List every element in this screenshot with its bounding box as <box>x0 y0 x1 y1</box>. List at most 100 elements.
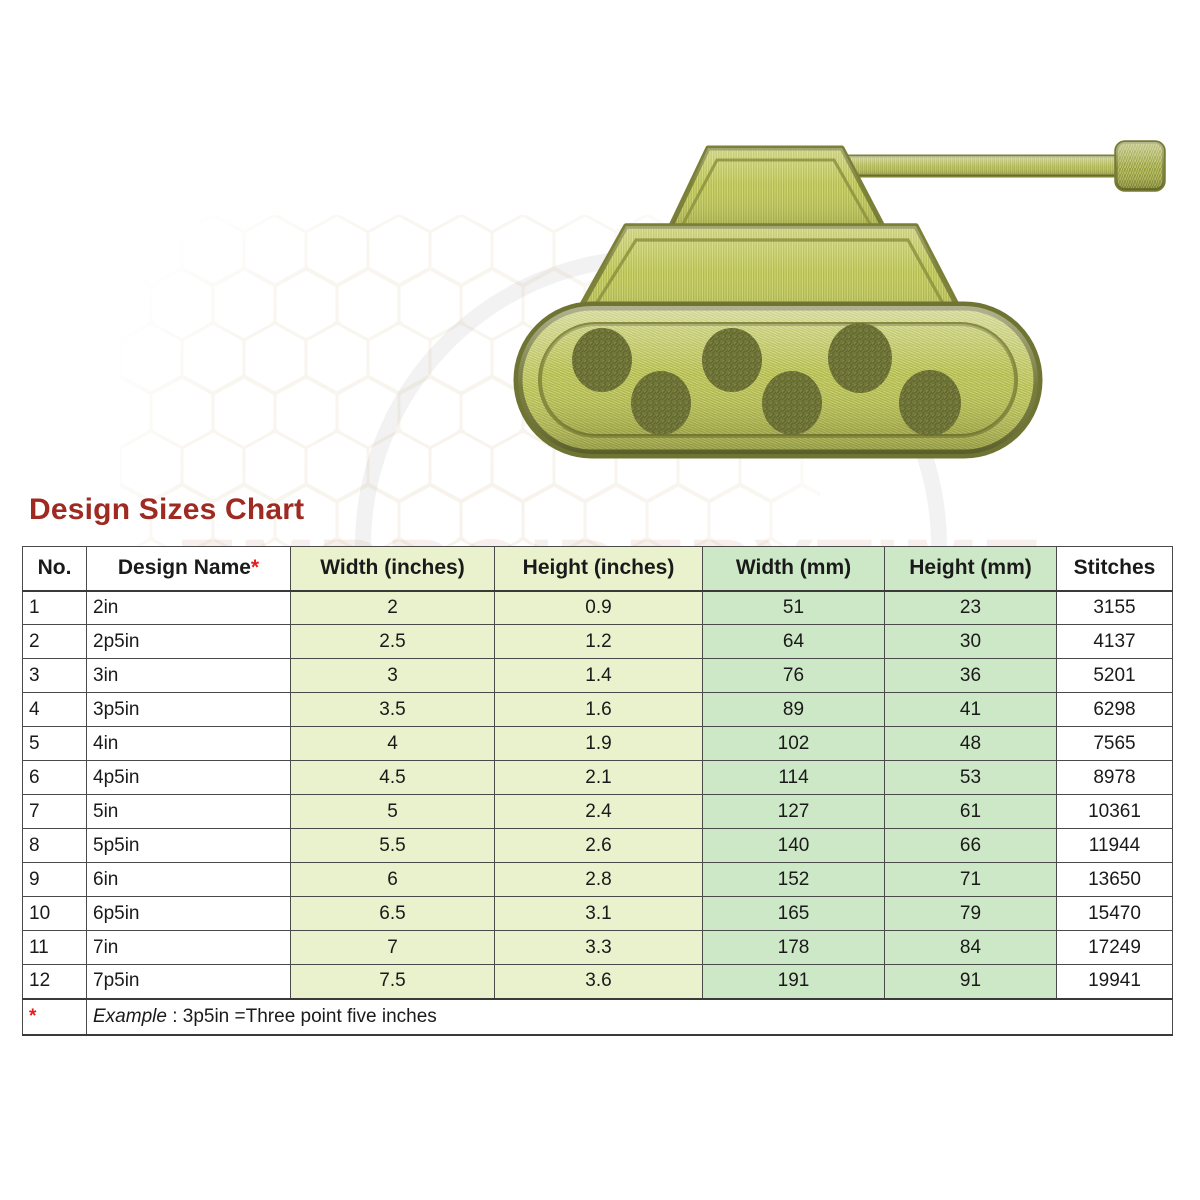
cell-st: 11944 <box>1056 828 1173 863</box>
cell-st: 15470 <box>1056 896 1173 931</box>
cell-no: 3 <box>22 658 87 693</box>
cell-wmm: 191 <box>702 964 885 999</box>
cell-hin: 0.9 <box>494 590 703 625</box>
note-rest: : 3p5in =Three point five inches <box>166 1005 437 1027</box>
cell-st: 17249 <box>1056 930 1173 965</box>
note-text: Example : 3p5in =Three point five inches <box>86 997 1173 1036</box>
cell-name: 2p5in <box>86 624 291 659</box>
table-row: 3 3in 3 1.4 76 36 5201 <box>22 658 1173 693</box>
column-header-width-inches: Width (inches) <box>290 546 495 592</box>
cell-no: 2 <box>22 624 87 659</box>
cell-no: 1 <box>22 590 87 625</box>
cell-no: 6 <box>22 760 87 795</box>
table-row: 7 5in 5 2.4 127 61 10361 <box>22 794 1173 829</box>
cell-wmm: 178 <box>702 930 885 965</box>
cell-st: 3155 <box>1056 590 1173 625</box>
column-header-design-name-text: Design Name <box>117 556 251 580</box>
cell-name: 4in <box>86 726 291 761</box>
cell-hin: 1.9 <box>494 726 703 761</box>
cell-hmm: 41 <box>884 692 1057 727</box>
table-row: 1 2in 2 0.9 51 23 3155 <box>22 590 1173 625</box>
cell-no: 11 <box>22 930 87 965</box>
table-body: 1 2in 2 0.9 51 23 3155 2 2p5in 2.5 1.2 64 30 4137 3 3in… <box>22 590 1173 999</box>
cell-st: 4137 <box>1056 624 1173 659</box>
cell-st: 19941 <box>1056 964 1173 999</box>
cell-hmm: 91 <box>884 964 1057 999</box>
cell-no: 9 <box>22 862 87 897</box>
table-row: 11 7in 7 3.3 178 84 17249 <box>22 930 1173 965</box>
cell-name: 6in <box>86 862 291 897</box>
cell-hmm: 36 <box>884 658 1057 693</box>
cell-win: 5 <box>290 794 495 829</box>
table-row: 4 3p5in 3.5 1.6 89 41 6298 <box>22 692 1173 727</box>
cell-hmm: 53 <box>884 760 1057 795</box>
cell-name: 5in <box>86 794 291 829</box>
cell-win: 6.5 <box>290 896 495 931</box>
cell-no: 7 <box>22 794 87 829</box>
cell-win: 4.5 <box>290 760 495 795</box>
cell-win: 4 <box>290 726 495 761</box>
cell-hmm: 30 <box>884 624 1057 659</box>
cell-hmm: 23 <box>884 590 1057 625</box>
cell-st: 8978 <box>1056 760 1173 795</box>
cell-st: 10361 <box>1056 794 1173 829</box>
design-sizes-table-container: No. Design Name* Width (inches) Height (… <box>22 546 1173 1036</box>
design-sizes-table: No. Design Name* Width (inches) Height (… <box>22 546 1173 1036</box>
cell-name: 5p5in <box>86 828 291 863</box>
cell-win: 7.5 <box>290 964 495 999</box>
cell-hmm: 61 <box>884 794 1057 829</box>
cell-wmm: 102 <box>702 726 885 761</box>
cell-wmm: 114 <box>702 760 885 795</box>
tank-turret <box>665 145 889 235</box>
cell-no: 5 <box>22 726 87 761</box>
army-tank-embroidery-design <box>513 140 1166 459</box>
cell-no: 8 <box>22 828 87 863</box>
cell-wmm: 152 <box>702 862 885 897</box>
cell-win: 6 <box>290 862 495 897</box>
cell-hin: 2.6 <box>494 828 703 863</box>
cell-hin: 2.8 <box>494 862 703 897</box>
cell-st: 13650 <box>1056 862 1173 897</box>
cell-hin: 2.4 <box>494 794 703 829</box>
cell-wmm: 64 <box>702 624 885 659</box>
cell-name: 7in <box>86 930 291 965</box>
table-row: 5 4in 4 1.9 102 48 7565 <box>22 726 1173 761</box>
cell-hin: 3.3 <box>494 930 703 965</box>
cell-hin: 1.6 <box>494 692 703 727</box>
cell-name: 4p5in <box>86 760 291 795</box>
cell-hmm: 71 <box>884 862 1057 897</box>
cell-wmm: 76 <box>702 658 885 693</box>
table-row: 9 6in 6 2.8 152 71 13650 <box>22 862 1173 897</box>
table-row: 6 4p5in 4.5 2.1 114 53 8978 <box>22 760 1173 795</box>
cell-hin: 1.2 <box>494 624 703 659</box>
cell-name: 6p5in <box>86 896 291 931</box>
column-header-height-inches: Height (inches) <box>494 546 703 592</box>
cell-wmm: 127 <box>702 794 885 829</box>
tank-barrel <box>830 140 1166 192</box>
table-row: 12 7p5in 7.5 3.6 191 91 19941 <box>22 964 1173 999</box>
cell-hin: 3.6 <box>494 964 703 999</box>
cell-name: 3in <box>86 658 291 693</box>
cell-win: 2.5 <box>290 624 495 659</box>
required-asterisk: * <box>250 556 260 580</box>
cell-hin: 1.4 <box>494 658 703 693</box>
cell-win: 3 <box>290 658 495 693</box>
cell-no: 12 <box>22 964 87 999</box>
cell-hin: 2.1 <box>494 760 703 795</box>
cell-wmm: 89 <box>702 692 885 727</box>
table-row: 2 2p5in 2.5 1.2 64 30 4137 <box>22 624 1173 659</box>
column-header-design-name: Design Name* <box>86 546 291 592</box>
cell-st: 5201 <box>1056 658 1173 693</box>
column-header-height-mm: Height (mm) <box>884 546 1057 592</box>
cell-hmm: 48 <box>884 726 1057 761</box>
cell-hmm: 79 <box>884 896 1057 931</box>
column-header-no: No. <box>22 546 87 592</box>
column-header-width-mm: Width (mm) <box>702 546 885 592</box>
cell-hmm: 66 <box>884 828 1057 863</box>
table-header-row: No. Design Name* Width (inches) Height (… <box>22 546 1173 592</box>
note-asterisk: * <box>22 997 87 1036</box>
cell-hin: 3.1 <box>494 896 703 931</box>
cell-win: 7 <box>290 930 495 965</box>
cell-win: 2 <box>290 590 495 625</box>
cell-name: 7p5in <box>86 964 291 999</box>
